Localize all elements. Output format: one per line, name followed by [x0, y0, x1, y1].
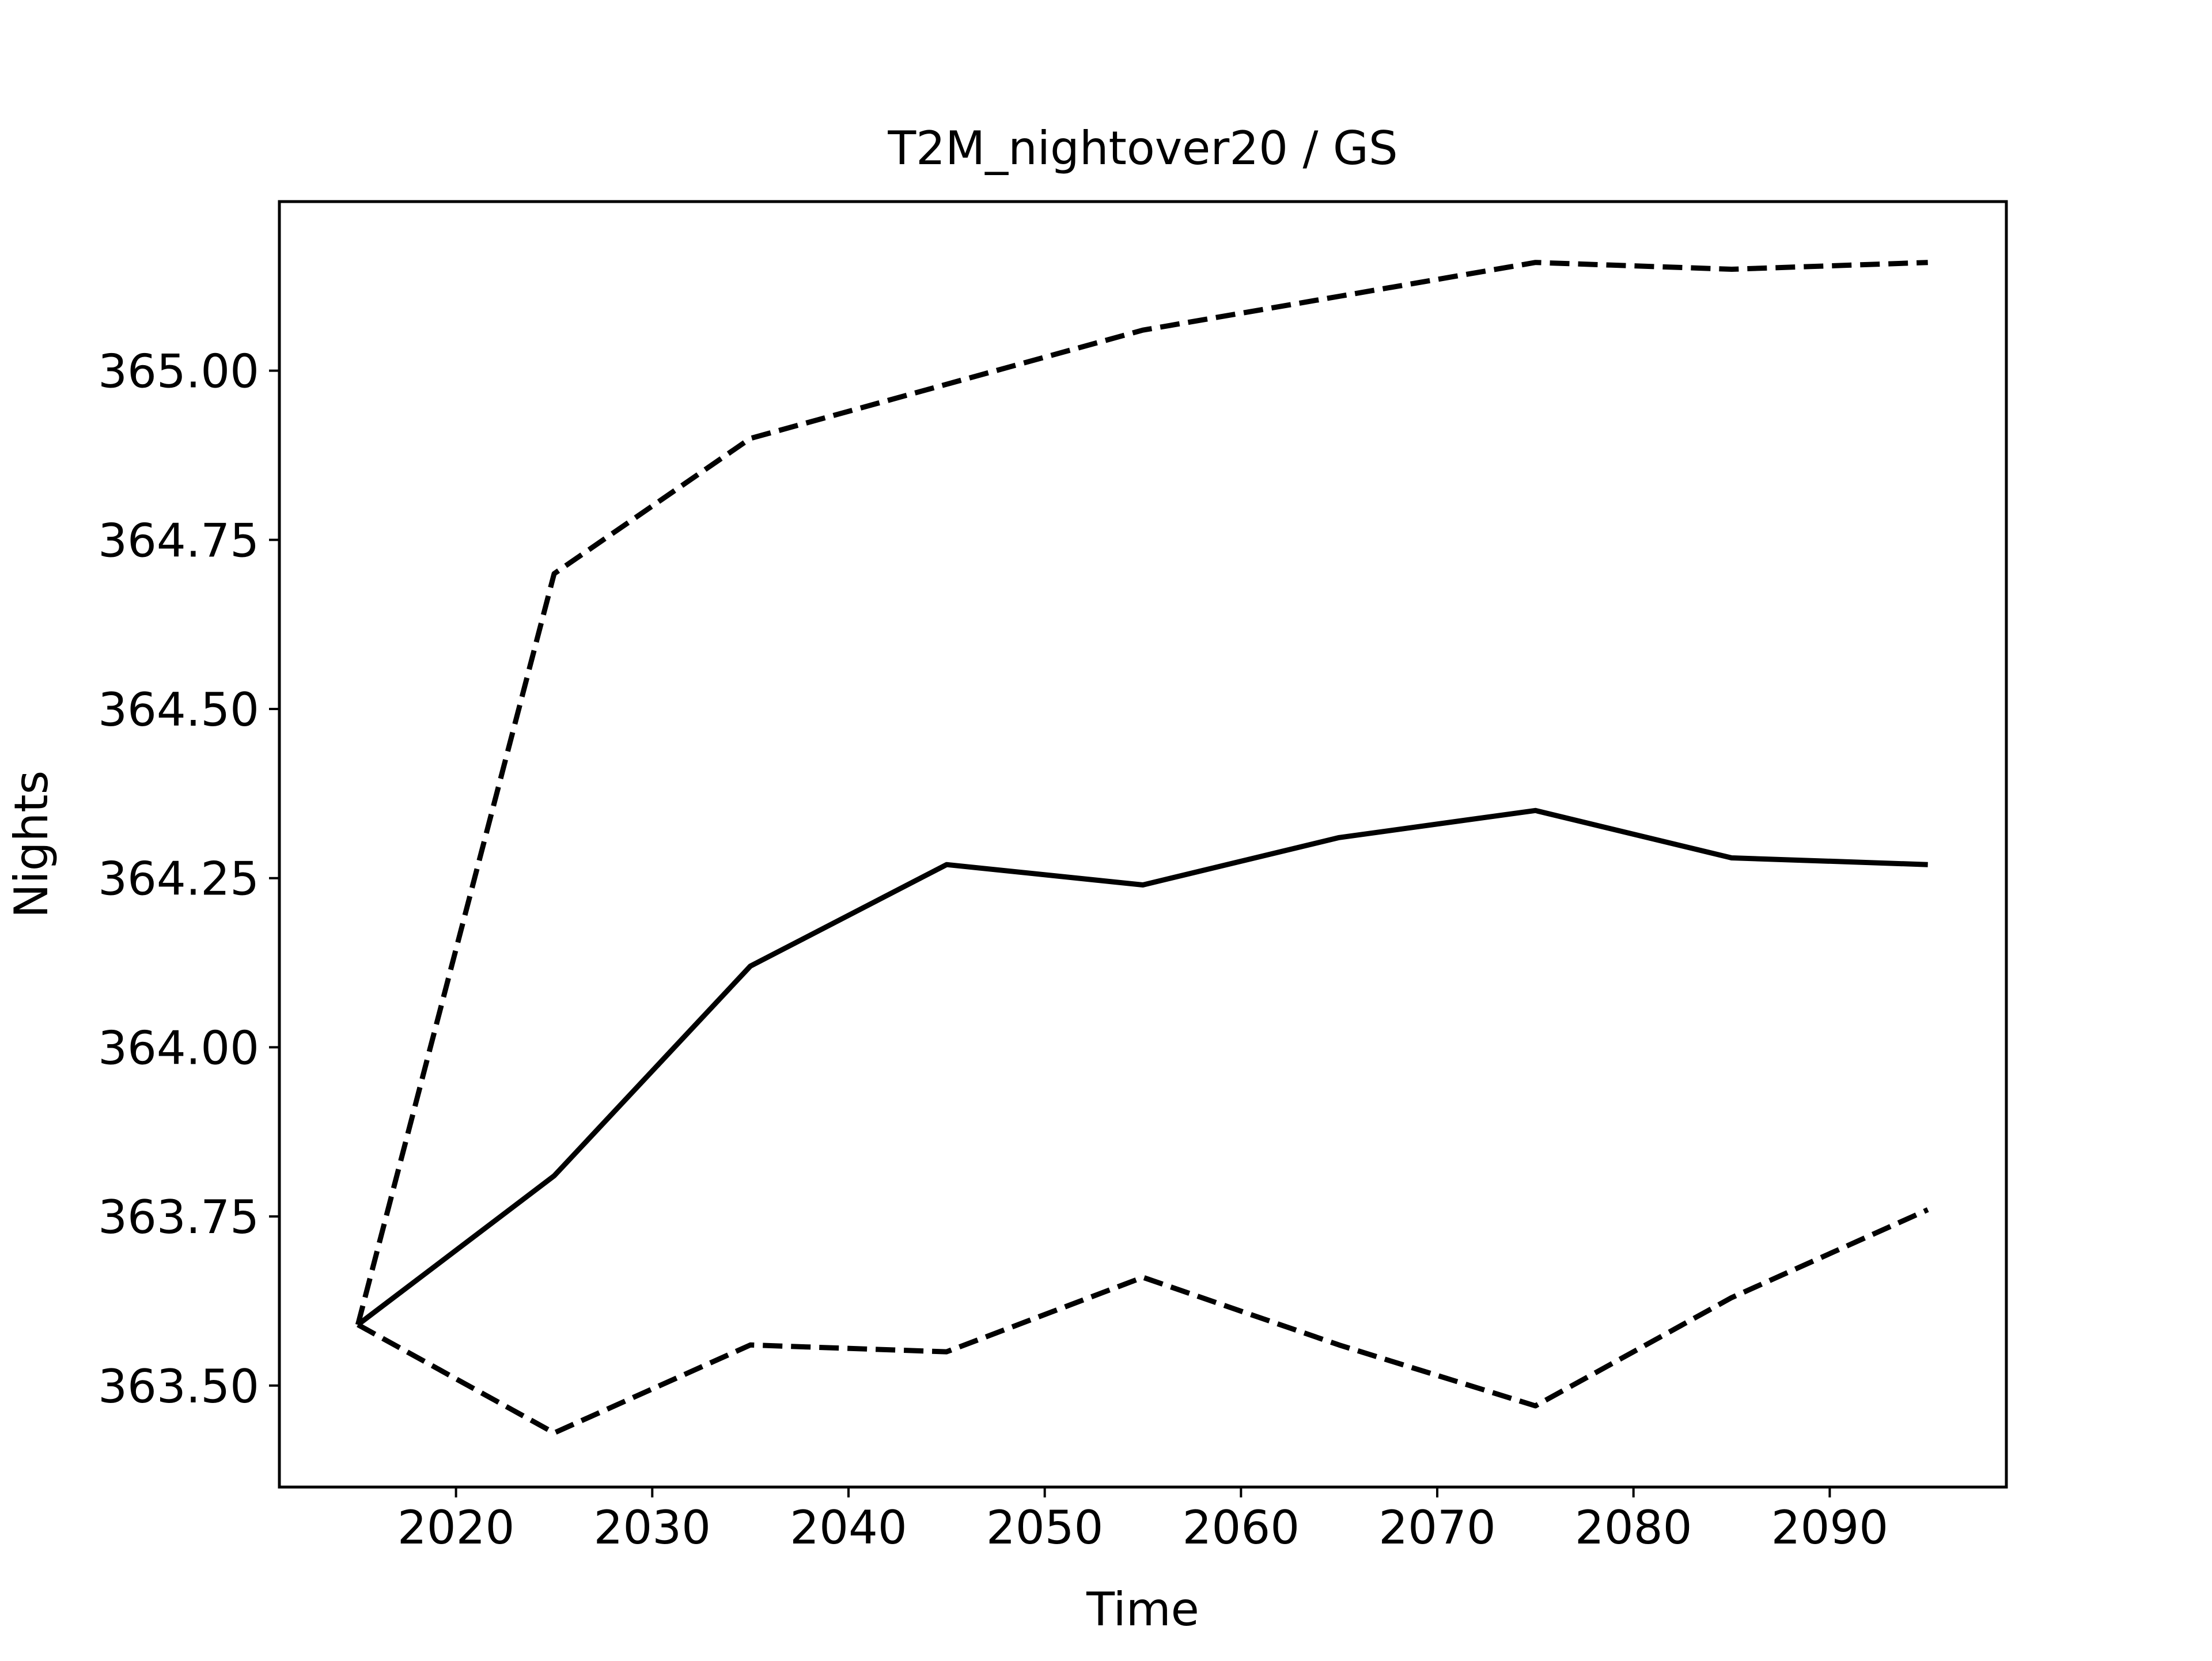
- y-tick-label: 363.75: [98, 1190, 259, 1244]
- x-tick-label: 2030: [593, 1501, 711, 1554]
- y-tick-label: 364.00: [98, 1021, 259, 1075]
- y-tick-label: 364.75: [98, 514, 259, 567]
- series-line-3-dashed: [357, 1207, 1929, 1436]
- x-tick-label: 2020: [397, 1501, 515, 1554]
- y-axis-label: Nights: [5, 771, 58, 919]
- y-tick-label: 364.50: [98, 683, 259, 737]
- x-axis-label: Time: [1086, 1583, 1199, 1636]
- series-layer: [355, 260, 1929, 1436]
- plot-frame: [278, 200, 2008, 1489]
- y-tick-label: 364.25: [98, 852, 259, 906]
- y-tick-label: 365.00: [98, 345, 259, 399]
- y-axis-ticks: 363.50 363.75 364.00 364.25 364.50 364.75 365.…: [98, 345, 279, 1413]
- x-tick-label: 2050: [986, 1501, 1104, 1554]
- series-line-1-dashed: [355, 260, 1928, 1326]
- y-tick-label: 363.50: [98, 1360, 259, 1413]
- x-tick-label: 2070: [1378, 1501, 1496, 1554]
- series-line-2-solid: [356, 807, 1928, 1327]
- x-tick-label: 2090: [1771, 1501, 1889, 1554]
- chart-title: T2M_nightover20 / GS: [887, 122, 1397, 175]
- x-axis-ticks: 2020 2030 2040 2050 2060 2070 2080 2090: [397, 1487, 1888, 1554]
- x-tick-label: 2060: [1183, 1501, 1300, 1554]
- x-tick-label: 2080: [1575, 1501, 1692, 1554]
- x-tick-label: 2040: [790, 1501, 907, 1554]
